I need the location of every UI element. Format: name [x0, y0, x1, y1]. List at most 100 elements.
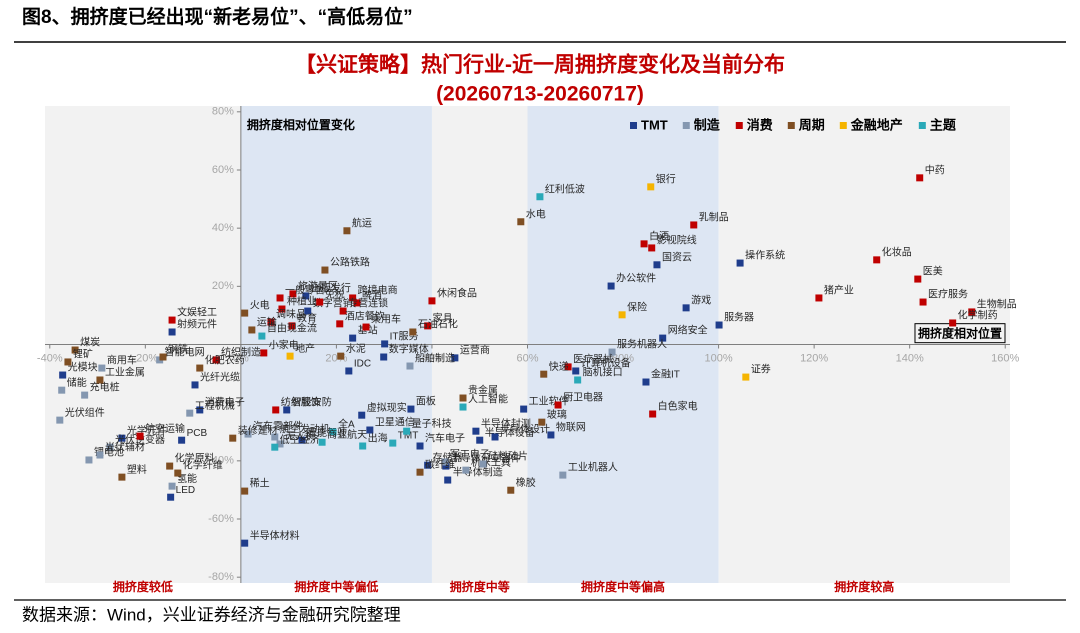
point-label: 稀土	[250, 477, 270, 490]
point-label: 半导体封测	[481, 417, 531, 430]
point-label: 虚拟现实	[367, 401, 407, 414]
point	[168, 482, 176, 490]
point	[302, 292, 310, 300]
point	[241, 309, 249, 317]
point-label: 工业机器人	[568, 461, 618, 474]
point	[304, 307, 312, 315]
point-label: 白色家电	[658, 400, 698, 413]
point-label: 消费电子	[205, 396, 245, 409]
point	[168, 328, 176, 336]
point	[736, 259, 744, 267]
point-label: 啤酒	[362, 290, 382, 302]
zone-label: 拥挤度中等	[450, 579, 510, 594]
point-label: 化学制药	[958, 309, 998, 322]
point	[166, 462, 174, 470]
x-tick-label: 140%	[896, 352, 924, 364]
point-label: 商业航天	[327, 428, 367, 441]
point-label: 影视院线	[657, 234, 697, 247]
point-label: 出版发行	[311, 282, 351, 295]
point	[873, 256, 881, 264]
point-label: 网络安全	[668, 324, 708, 337]
point	[241, 487, 249, 495]
point-label: 国资云	[662, 251, 692, 263]
point	[366, 426, 374, 434]
legend-swatch	[918, 122, 926, 129]
point	[659, 334, 667, 342]
x-tick-label: 20%	[325, 352, 347, 364]
point-label: 自由现金流	[267, 322, 317, 335]
point	[168, 316, 176, 324]
point-label: 航空发动机	[280, 423, 330, 436]
point-label: 家具	[433, 312, 453, 325]
point-label: LED	[176, 485, 195, 496]
point	[648, 244, 656, 252]
point-label: 公路铁路	[330, 256, 370, 269]
x-tick-label: 0%	[233, 352, 249, 364]
point	[278, 305, 286, 313]
point	[96, 451, 104, 459]
chart-title: 【兴证策略】热门行业-近一周拥挤度变化及当前分布	[295, 53, 785, 77]
point-label: 水电	[526, 207, 546, 220]
point	[441, 458, 449, 466]
point-label: 专营连锁	[348, 297, 388, 310]
point	[459, 394, 467, 402]
point-label: 玻璃	[547, 408, 567, 421]
x-tick-label: 120%	[800, 352, 828, 364]
point	[241, 539, 249, 547]
point-label: 光伏辅材	[105, 441, 145, 454]
point	[258, 332, 266, 340]
point	[276, 440, 284, 448]
point-label: 休闲食品	[437, 287, 477, 300]
legend-swatch	[630, 122, 637, 129]
point-label: 量子科技	[412, 417, 452, 430]
point	[212, 356, 220, 364]
point	[472, 427, 480, 435]
point	[248, 326, 256, 334]
point	[244, 430, 252, 438]
legend-label: 制造	[694, 117, 721, 132]
point	[815, 294, 823, 302]
point-label: 化妆品	[882, 246, 912, 259]
y-tick-label: -40%	[208, 455, 234, 467]
point	[642, 378, 650, 386]
point-label: 工业金属	[105, 366, 145, 379]
point-label: 物联网	[556, 421, 586, 434]
point-label: IDC	[354, 359, 371, 370]
point	[547, 431, 555, 439]
y-tick-label: -20%	[208, 397, 234, 409]
point-label: 一般零售	[285, 284, 325, 297]
point	[283, 406, 291, 414]
y-axis-title: 拥挤度相对位置变化	[247, 117, 355, 132]
point	[229, 434, 237, 442]
point-label: 射频元件	[177, 318, 217, 331]
point-label: 存储器	[433, 451, 463, 464]
point-label: 工程机械	[195, 399, 235, 412]
point	[618, 311, 626, 319]
point	[380, 353, 388, 361]
point	[608, 348, 616, 356]
point-label: 硅料硅片	[488, 450, 528, 463]
point	[479, 460, 487, 468]
point	[329, 428, 337, 436]
point	[260, 349, 268, 357]
legend-label: 周期	[799, 117, 825, 132]
point	[272, 406, 280, 414]
point-label: 操作系统	[745, 249, 785, 262]
point	[359, 442, 367, 450]
page-title: 图8、拥挤度已经出现“新老易位”、“高低易位”	[22, 5, 413, 28]
point	[968, 308, 976, 316]
point	[337, 352, 345, 360]
legend-label: 金融地产	[850, 117, 903, 132]
point-label: TMT	[398, 431, 419, 442]
point-label: 装修建材	[238, 424, 278, 437]
point-label: 智能驾驶	[307, 426, 347, 439]
point	[559, 471, 567, 479]
point	[564, 363, 572, 371]
point	[715, 321, 723, 329]
point	[649, 410, 657, 418]
point	[381, 340, 389, 348]
point-label: 化学原料	[175, 452, 215, 465]
point-label: 调味品	[276, 309, 306, 321]
point	[520, 405, 528, 413]
y-tick-label: 80%	[212, 106, 234, 118]
